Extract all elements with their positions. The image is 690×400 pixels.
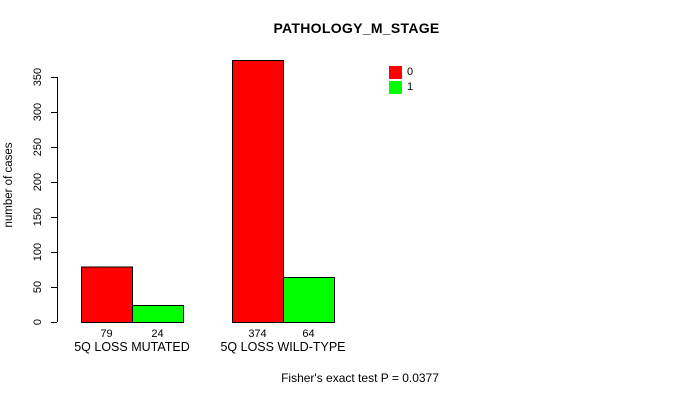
y-tick-label: 350 bbox=[32, 68, 44, 86]
legend-item-0: 0 bbox=[389, 66, 413, 79]
bar-5q-loss-wild-type-0 bbox=[232, 60, 284, 323]
bar-5q-loss-wild-type-1 bbox=[283, 277, 335, 324]
y-tick-label: 50 bbox=[32, 281, 44, 293]
category-label-5q-loss-mutated: 5Q LOSS MUTATED bbox=[74, 340, 190, 354]
legend-swatch-red bbox=[389, 66, 402, 79]
legend-swatch-green bbox=[389, 81, 402, 94]
y-tick-label: 100 bbox=[32, 243, 44, 261]
bar-value-label: 24 bbox=[151, 328, 163, 340]
stat-note: Fisher's exact test P = 0.0377 bbox=[281, 371, 439, 385]
y-tick-label: 300 bbox=[32, 103, 44, 121]
legend-label: 0 bbox=[407, 66, 414, 78]
bar-value-label: 79 bbox=[100, 328, 112, 340]
y-tick-label: 150 bbox=[32, 208, 44, 226]
chart-title: PATHOLOGY_M_STAGE bbox=[273, 20, 440, 36]
y-tick-label: 250 bbox=[32, 138, 44, 156]
bar-value-label: 374 bbox=[248, 328, 266, 340]
bar-5q-loss-mutated-1 bbox=[132, 305, 184, 324]
legend: 0 1 bbox=[389, 66, 413, 94]
bar-5q-loss-mutated-0 bbox=[81, 266, 133, 324]
y-tick-label: 200 bbox=[32, 173, 44, 191]
category-label-5q-loss-wild-type: 5Q LOSS WILD-TYPE bbox=[220, 340, 345, 354]
y-tick-label: 0 bbox=[32, 319, 44, 325]
legend-label: 1 bbox=[407, 81, 414, 93]
legend-item-1: 1 bbox=[389, 81, 413, 94]
bar-value-label: 64 bbox=[302, 328, 314, 340]
